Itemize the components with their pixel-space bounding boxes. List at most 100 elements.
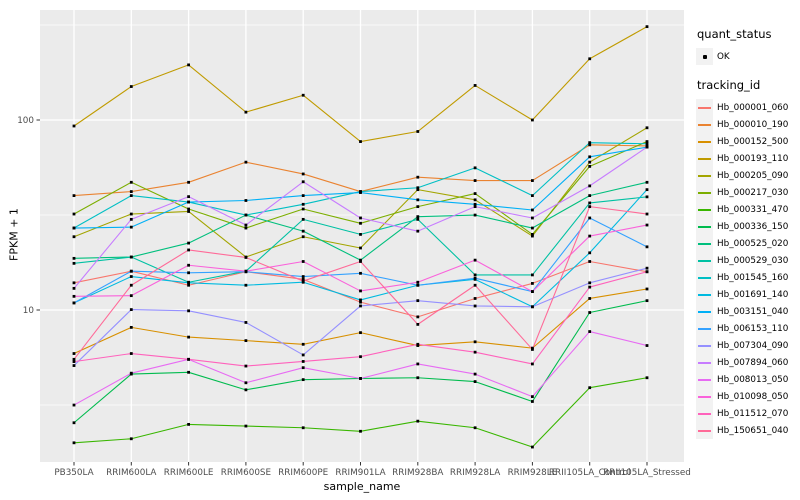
data-point	[588, 330, 592, 333]
data-point	[244, 364, 248, 368]
y-axis-title: FPKM + 1	[7, 208, 21, 261]
data-point	[129, 352, 133, 355]
line-key-icon	[696, 167, 713, 184]
line-key-icon	[696, 286, 713, 303]
data-point	[244, 256, 248, 259]
legend-item-label: Hb_000010_190	[717, 119, 789, 130]
data-point	[187, 309, 190, 313]
data-point	[645, 25, 649, 29]
data-point	[187, 370, 190, 374]
data-point	[72, 421, 76, 425]
data-point	[301, 260, 305, 263]
data-point	[531, 234, 534, 238]
data-point	[588, 194, 592, 198]
data-point	[301, 366, 305, 370]
legend-item-label: Hb_000529_030	[717, 255, 789, 266]
data-point	[129, 275, 133, 278]
data-point	[645, 180, 649, 184]
legend-item-label: Hb_007304_090	[717, 340, 789, 351]
x-tick-label: RRIM600LA	[106, 468, 156, 478]
data-point	[301, 172, 305, 176]
data-point	[301, 180, 305, 184]
x-tick-label: RRIM600SE	[221, 468, 271, 478]
data-point	[473, 276, 477, 280]
data-point	[301, 194, 305, 198]
data-point	[301, 217, 305, 221]
data-point	[301, 207, 305, 211]
data-point	[359, 140, 362, 143]
legend-item-Hb_000331_470: Hb_000331_470	[696, 201, 800, 218]
legend-title-tracking-id: tracking_id	[697, 78, 761, 92]
line-key-icon	[696, 133, 713, 150]
data-point	[473, 426, 477, 430]
data-point	[473, 372, 477, 376]
data-point	[244, 110, 248, 114]
x-axis-title: sample_name	[323, 480, 401, 493]
legend-item-label: Hb_000205_090	[717, 170, 789, 181]
data-point	[416, 299, 420, 303]
data-point	[187, 422, 190, 426]
data-point	[588, 251, 592, 255]
data-point	[301, 277, 305, 281]
data-point	[588, 311, 592, 314]
data-point	[129, 225, 133, 229]
data-point	[588, 201, 592, 205]
data-point	[129, 325, 133, 329]
data-point	[244, 388, 248, 392]
data-point	[531, 216, 534, 220]
x-tick-label: RRIM928LA	[450, 468, 500, 478]
legend-item-label: Hb_000001_060	[717, 102, 789, 113]
legend-item-label: Hb_000152_500	[717, 136, 789, 147]
data-point	[72, 403, 76, 407]
data-point	[244, 226, 248, 230]
data-point	[588, 205, 592, 209]
data-point	[645, 270, 649, 274]
data-point	[359, 429, 362, 433]
data-point	[129, 437, 133, 441]
data-point	[72, 194, 76, 198]
data-point	[187, 281, 190, 285]
data-point	[588, 141, 592, 145]
legend-item-Hb_007304_090: Hb_007304_090	[696, 337, 800, 354]
data-point	[645, 140, 649, 143]
legend-item-Hb_011512_070: Hb_011512_070	[696, 405, 800, 422]
data-point	[244, 269, 248, 273]
data-point	[645, 344, 649, 347]
line-key-icon	[696, 184, 713, 201]
data-point	[187, 248, 190, 252]
line-key-icon	[696, 252, 713, 269]
legend-item-Hb_010098_050: Hb_010098_050	[696, 388, 800, 405]
data-point	[301, 378, 305, 382]
data-point	[244, 381, 248, 385]
data-point	[588, 285, 592, 289]
data-point	[645, 287, 649, 291]
legend-item-label: Hb_008013_050	[717, 374, 789, 385]
data-point	[645, 299, 649, 303]
legend-tracking-entries: Hb_000001_060 Hb_000010_190 Hb_000152_500 H…	[696, 99, 800, 439]
data-point	[359, 271, 362, 275]
data-point	[129, 308, 133, 311]
line-key-icon	[696, 388, 713, 405]
data-point	[531, 348, 534, 351]
data-point	[129, 85, 133, 88]
line-key-icon	[696, 405, 713, 422]
data-point	[129, 190, 133, 193]
data-point	[588, 184, 592, 188]
data-point	[645, 188, 649, 192]
data-point	[72, 441, 76, 445]
data-point	[301, 235, 305, 239]
data-point	[72, 256, 76, 260]
data-point	[72, 235, 76, 239]
x-tick-label: PB350LA	[54, 468, 93, 478]
plot-panel	[40, 10, 684, 462]
data-point	[588, 297, 592, 300]
data-point	[359, 216, 362, 220]
legend-item-Hb_000529_030: Hb_000529_030	[696, 252, 800, 269]
legend-item-label: Hb_000217_030	[717, 187, 789, 198]
data-point	[301, 93, 305, 97]
data-point	[416, 229, 420, 233]
data-point	[531, 118, 534, 122]
data-point	[588, 155, 592, 159]
x-tick-label: RRIM600PE	[278, 468, 328, 478]
x-tick-label: RRIM600LE	[164, 468, 214, 478]
